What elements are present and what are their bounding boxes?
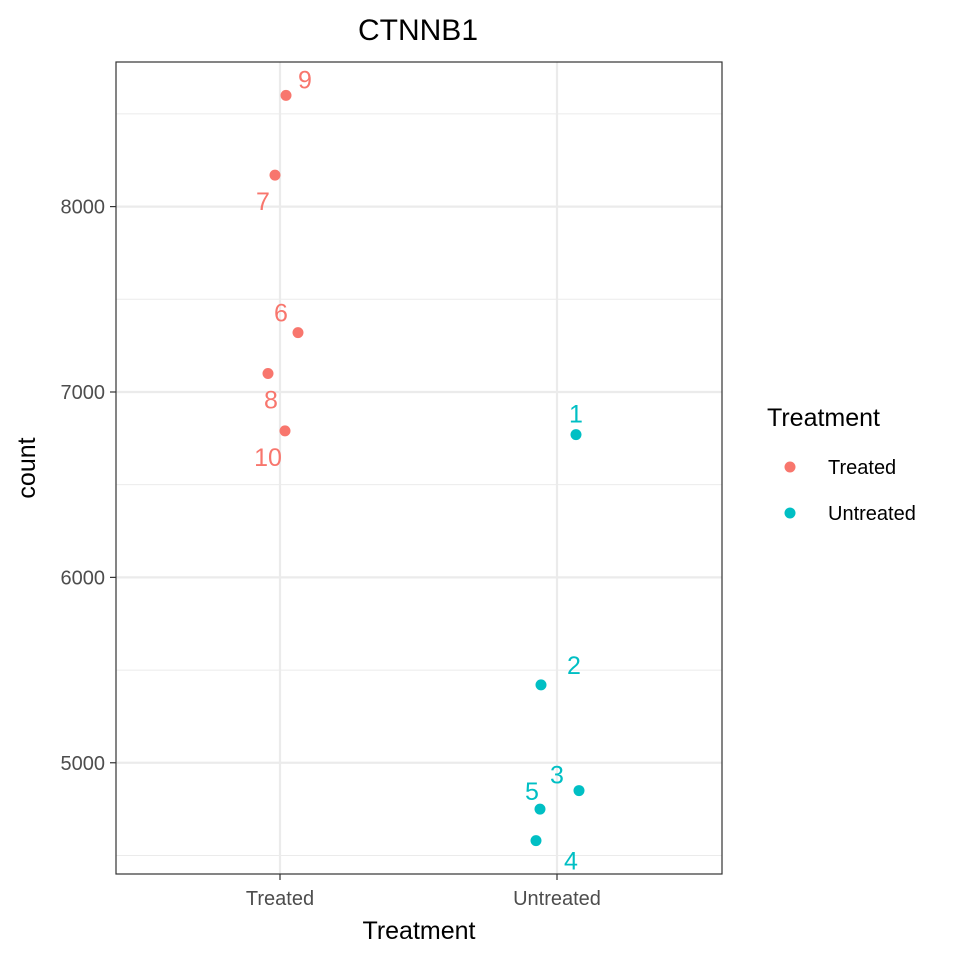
y-tick-label: 8000 — [61, 197, 106, 219]
point-label: 9 — [298, 66, 312, 94]
point-label: 5 — [525, 778, 539, 806]
legend-label: Treated — [828, 457, 896, 479]
legend-title: Treatment — [767, 404, 880, 432]
axes: 5000 6000 7000 8000 Treated Untreated — [61, 197, 601, 910]
legend: Treatment Treated Untreated — [767, 404, 916, 525]
y-axis-title: count — [13, 437, 41, 498]
data-point — [530, 835, 542, 847]
data-point — [573, 785, 585, 797]
point-label: 2 — [567, 652, 581, 680]
data-point — [534, 803, 546, 815]
y-tick-label: 5000 — [61, 753, 106, 775]
point-label: 3 — [550, 762, 564, 790]
y-tick-label: 7000 — [61, 382, 106, 404]
chart-title: CTNNB1 — [358, 14, 478, 47]
point-label: 4 — [564, 848, 578, 876]
data-point — [535, 679, 547, 691]
point-label: 7 — [256, 188, 270, 216]
data-point — [292, 327, 304, 339]
data-point — [570, 429, 582, 441]
y-tick-label: 6000 — [61, 567, 106, 589]
point-label: 1 — [569, 401, 583, 429]
legend-key — [784, 507, 796, 519]
data-point — [279, 425, 291, 437]
panel-border — [115, 61, 723, 875]
legend-label: Untreated — [828, 503, 916, 525]
point-label: 8 — [264, 386, 278, 414]
legend-key — [784, 461, 796, 473]
data-point — [269, 169, 281, 181]
data-point — [262, 367, 274, 379]
legend-entries: Treated Untreated — [784, 457, 916, 525]
data-point — [280, 89, 292, 101]
point-label: 10 — [254, 444, 282, 472]
x-tick-label: Treated — [246, 888, 314, 910]
x-tick-label: Untreated — [513, 888, 601, 910]
grid — [116, 62, 722, 874]
x-axis-title: Treatment — [362, 917, 475, 945]
point-label: 6 — [274, 300, 288, 328]
